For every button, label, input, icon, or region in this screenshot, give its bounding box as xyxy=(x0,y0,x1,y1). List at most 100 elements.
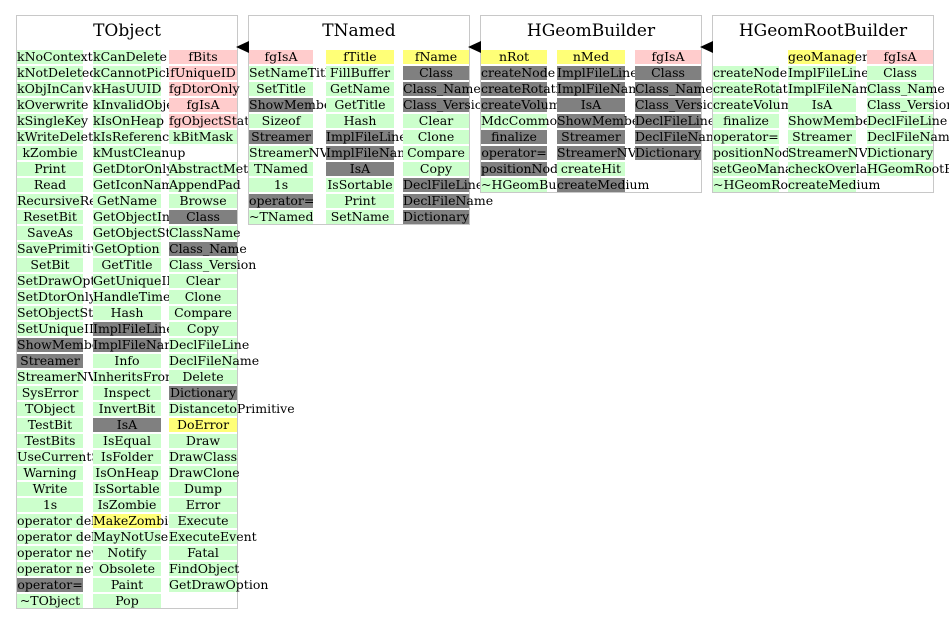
method-member: GetIconName xyxy=(93,177,181,192)
method-member: Class_Name xyxy=(867,81,945,96)
data-member: geoManager xyxy=(788,49,869,64)
inheritance-arrow-icon xyxy=(236,41,249,53)
method-member: Class_Name xyxy=(169,241,247,256)
class-title: TObject xyxy=(93,21,161,41)
method-member: Delete xyxy=(169,370,237,384)
method-member: SetObjectStat xyxy=(17,305,106,320)
method-member: ImplFileLine xyxy=(93,321,174,336)
method-member: ImplFileName xyxy=(93,337,184,352)
method-member: TNamed xyxy=(249,162,313,176)
data-member: fUniqueID xyxy=(169,65,237,80)
method-member: operator delete[] xyxy=(17,529,125,544)
method-member: Dictionary xyxy=(403,209,470,224)
method-member: DeclFileLine xyxy=(169,337,250,352)
method-member: TObject xyxy=(17,402,83,416)
method-member: DeclFileName xyxy=(169,353,260,368)
class-box-tobject: TObject kNoContextMenu kNotDeleted kObjInC… xyxy=(16,15,295,610)
method-member: IsSortable xyxy=(93,481,161,496)
member-column: fTitle FillBuffer GetName GetTitle Hash ImplF… xyxy=(326,50,417,226)
method-member: Dump xyxy=(169,482,237,496)
method-member: Info xyxy=(93,354,161,368)
method-member: Clone xyxy=(169,290,237,304)
method-member: IsA xyxy=(557,98,625,112)
method-member: ImplFileName xyxy=(326,145,417,160)
method-member: Compare xyxy=(403,146,469,160)
method-member: 1s xyxy=(17,498,83,512)
method-member: Clear xyxy=(403,114,469,128)
method-member: SetTitle xyxy=(249,82,313,96)
member-column: kNoContextMenu kNotDeleted kObjInCanvas kOv… xyxy=(17,49,131,610)
method-member: SetDtorOnly xyxy=(17,289,96,304)
method-member: StreamerNVirtual xyxy=(557,145,671,160)
method-member: SetBit xyxy=(17,258,83,272)
method-member: DrawClass xyxy=(169,449,237,464)
method-member: ~HGeomBuilder xyxy=(481,177,586,192)
member-column: fName Class Class_Name Class_Version Clear Cl… xyxy=(403,50,494,226)
method-member: DistancetoPrimitive xyxy=(169,401,295,416)
method-member: StreamerNVirtual xyxy=(249,145,363,160)
method-member: Class_Version xyxy=(867,97,949,112)
method-member: setGeoManager xyxy=(713,161,814,176)
class-title: HGeomBuilder xyxy=(526,21,656,41)
data-member: fBits xyxy=(169,50,237,64)
method-member: DeclFileName xyxy=(867,129,949,144)
method-member: kIsOnHeap xyxy=(93,113,164,128)
method-member: createVolume xyxy=(713,97,800,112)
method-member: GetObjectStat xyxy=(93,225,184,240)
method-member: operator new[] xyxy=(17,561,112,576)
method-member: StreamerNVirtual xyxy=(788,145,902,160)
member-column: fBits fUniqueID fgDtorOnly fgIsA fgObjectSta… xyxy=(169,50,295,594)
data-member: fgObjectStat xyxy=(169,113,250,128)
method-member: createNode xyxy=(481,65,556,80)
data-member: fgIsA xyxy=(249,50,313,64)
method-member: SetName xyxy=(326,210,394,224)
method-member: ImplFileName xyxy=(557,81,648,96)
method-member: finalize xyxy=(713,114,779,128)
method-member: Dictionary xyxy=(169,385,237,400)
method-member: ~TNamed xyxy=(249,209,314,224)
method-member: Clear xyxy=(169,274,237,288)
method-member: Obsolete xyxy=(93,562,161,576)
method-member: ImplFileName xyxy=(788,81,879,96)
data-member: MakeZombie xyxy=(93,513,176,528)
method-member: Class_Version xyxy=(635,97,723,112)
method-member: HGeomRootBuilder xyxy=(867,161,949,176)
method-member: operator= xyxy=(17,577,83,592)
method-member: Streamer xyxy=(788,130,856,144)
method-member: kObjInCanvas xyxy=(17,81,106,96)
method-member: ShowMembers xyxy=(17,337,112,352)
method-member: IsA xyxy=(788,98,856,112)
method-member: kZombie xyxy=(17,146,83,160)
method-member: SetDrawOption xyxy=(17,273,115,288)
method-member: Write xyxy=(17,482,83,496)
method-member xyxy=(713,50,779,64)
method-member: kWriteDelete xyxy=(17,129,101,144)
method-member: DeclFileLine xyxy=(867,113,948,128)
method-member: kMustCleanup xyxy=(93,145,186,160)
method-member: Notify xyxy=(93,546,161,560)
method-member: kNoContextMenu xyxy=(17,49,129,64)
member-column: createNode createRotation createVolume fina… xyxy=(713,50,847,194)
method-member: Warning xyxy=(17,466,83,480)
method-member: Error xyxy=(169,498,237,512)
member-column: fgIsA Class Class_Name Class_Version DeclFil… xyxy=(867,50,949,178)
method-member: IsOnHeap xyxy=(93,466,161,480)
data-member: DoError xyxy=(169,418,237,432)
method-member: kInvalidObject xyxy=(93,97,186,112)
method-member: createNode xyxy=(713,65,788,80)
method-member: FindObject xyxy=(169,561,240,576)
method-member: Compare xyxy=(169,306,237,320)
method-member: UseCurrentStyle xyxy=(17,449,124,464)
method-member: operator= xyxy=(713,129,779,144)
member-column: fgIsA SetNameTitle SetTitle ShowMembers Size… xyxy=(249,50,363,226)
method-member: operator= xyxy=(249,193,315,208)
method-member: TestBit xyxy=(17,418,83,432)
class-box-tnamed: TNamed fgIsA SetNameTitle SetTitle ShowMemb… xyxy=(248,15,494,226)
method-member: Dictionary xyxy=(635,145,702,160)
method-member: Class xyxy=(169,210,237,224)
method-member: IsZombie xyxy=(93,498,161,512)
method-member: createMedium xyxy=(557,177,650,192)
method-member: Streamer xyxy=(557,130,625,144)
method-member: GetDtorOnly xyxy=(93,161,174,176)
method-member: DeclFileName xyxy=(403,193,494,208)
